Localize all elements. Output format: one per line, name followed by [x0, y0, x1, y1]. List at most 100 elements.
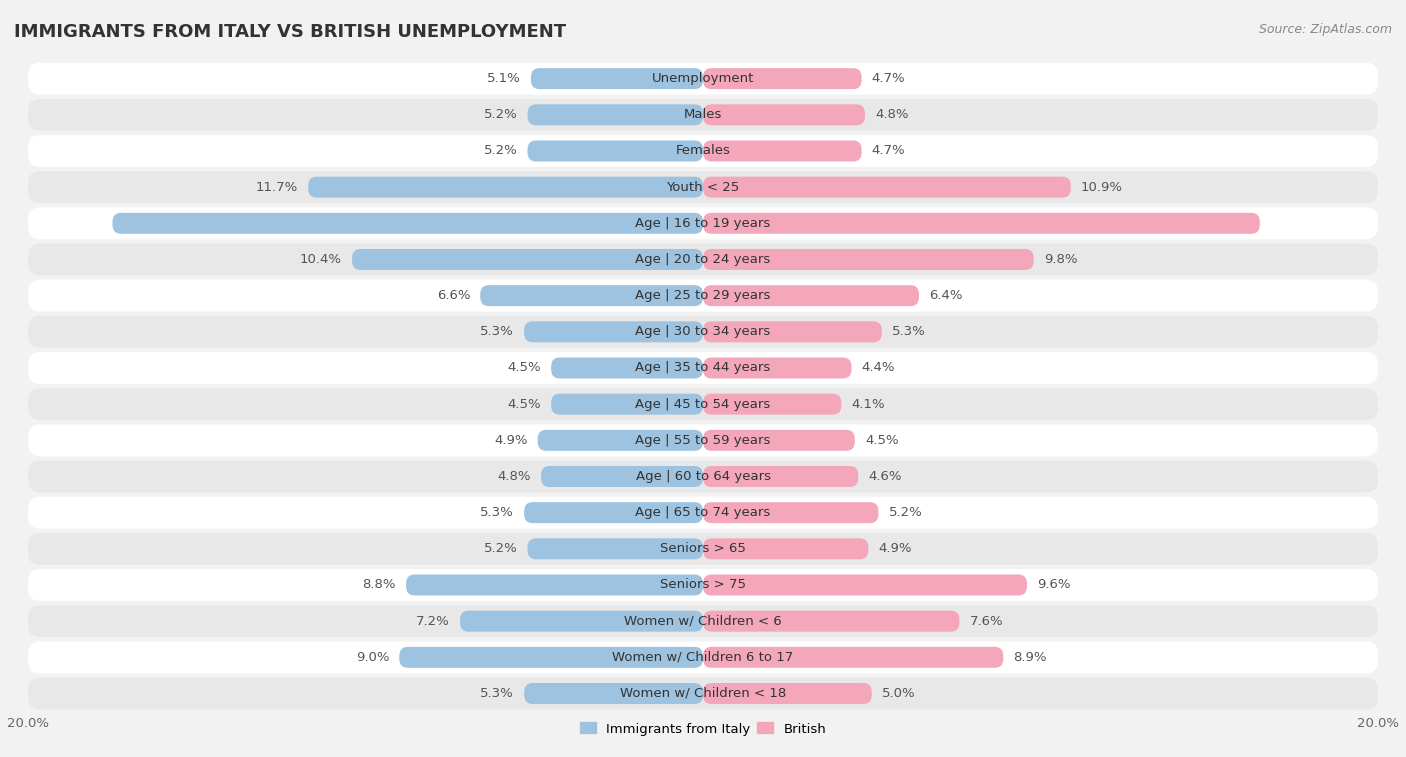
Text: 7.2%: 7.2% — [416, 615, 450, 628]
FancyBboxPatch shape — [28, 280, 1378, 312]
FancyBboxPatch shape — [703, 394, 841, 415]
FancyBboxPatch shape — [28, 425, 1378, 456]
FancyBboxPatch shape — [28, 641, 1378, 673]
Text: 5.3%: 5.3% — [481, 687, 515, 700]
FancyBboxPatch shape — [308, 176, 703, 198]
FancyBboxPatch shape — [460, 611, 703, 631]
FancyBboxPatch shape — [527, 141, 703, 161]
Text: 5.0%: 5.0% — [882, 687, 915, 700]
Text: 6.4%: 6.4% — [929, 289, 963, 302]
Text: Age | 55 to 59 years: Age | 55 to 59 years — [636, 434, 770, 447]
Text: 8.8%: 8.8% — [363, 578, 396, 591]
FancyBboxPatch shape — [551, 394, 703, 415]
Text: Age | 45 to 54 years: Age | 45 to 54 years — [636, 397, 770, 410]
Text: 9.6%: 9.6% — [1038, 578, 1070, 591]
Text: 5.3%: 5.3% — [481, 326, 515, 338]
FancyBboxPatch shape — [537, 430, 703, 451]
Text: Age | 25 to 29 years: Age | 25 to 29 years — [636, 289, 770, 302]
Text: 17.5%: 17.5% — [38, 217, 84, 230]
Text: Youth < 25: Youth < 25 — [666, 181, 740, 194]
Text: 8.9%: 8.9% — [1014, 651, 1047, 664]
Text: 10.4%: 10.4% — [299, 253, 342, 266]
FancyBboxPatch shape — [28, 388, 1378, 420]
Text: 4.7%: 4.7% — [872, 72, 905, 85]
Text: 5.3%: 5.3% — [481, 506, 515, 519]
Text: 9.0%: 9.0% — [356, 651, 389, 664]
FancyBboxPatch shape — [703, 141, 862, 161]
Text: 4.7%: 4.7% — [872, 145, 905, 157]
FancyBboxPatch shape — [28, 63, 1378, 95]
FancyBboxPatch shape — [703, 104, 865, 126]
Text: 4.5%: 4.5% — [508, 397, 541, 410]
FancyBboxPatch shape — [28, 244, 1378, 276]
Text: Age | 16 to 19 years: Age | 16 to 19 years — [636, 217, 770, 230]
Text: 4.1%: 4.1% — [852, 397, 886, 410]
Text: 5.2%: 5.2% — [889, 506, 922, 519]
FancyBboxPatch shape — [28, 533, 1378, 565]
FancyBboxPatch shape — [524, 502, 703, 523]
Text: Age | 20 to 24 years: Age | 20 to 24 years — [636, 253, 770, 266]
Text: Age | 65 to 74 years: Age | 65 to 74 years — [636, 506, 770, 519]
Text: 11.7%: 11.7% — [256, 181, 298, 194]
Text: 5.3%: 5.3% — [891, 326, 925, 338]
Text: Women w/ Children < 6: Women w/ Children < 6 — [624, 615, 782, 628]
Text: Age | 60 to 64 years: Age | 60 to 64 years — [636, 470, 770, 483]
Text: Source: ZipAtlas.com: Source: ZipAtlas.com — [1258, 23, 1392, 36]
FancyBboxPatch shape — [524, 321, 703, 342]
Text: Unemployment: Unemployment — [652, 72, 754, 85]
Text: 4.5%: 4.5% — [508, 362, 541, 375]
FancyBboxPatch shape — [703, 538, 869, 559]
Text: 4.8%: 4.8% — [498, 470, 531, 483]
FancyBboxPatch shape — [28, 316, 1378, 347]
Text: 5.1%: 5.1% — [486, 72, 520, 85]
FancyBboxPatch shape — [541, 466, 703, 487]
Text: Seniors > 65: Seniors > 65 — [659, 542, 747, 556]
FancyBboxPatch shape — [703, 285, 920, 306]
FancyBboxPatch shape — [703, 68, 862, 89]
Text: Women w/ Children < 18: Women w/ Children < 18 — [620, 687, 786, 700]
FancyBboxPatch shape — [28, 460, 1378, 492]
FancyBboxPatch shape — [481, 285, 703, 306]
FancyBboxPatch shape — [703, 683, 872, 704]
FancyBboxPatch shape — [551, 357, 703, 378]
Text: Males: Males — [683, 108, 723, 121]
FancyBboxPatch shape — [703, 430, 855, 451]
FancyBboxPatch shape — [703, 502, 879, 523]
Text: Seniors > 75: Seniors > 75 — [659, 578, 747, 591]
Legend: Immigrants from Italy, British: Immigrants from Italy, British — [575, 717, 831, 741]
FancyBboxPatch shape — [28, 606, 1378, 637]
Text: 5.2%: 5.2% — [484, 542, 517, 556]
FancyBboxPatch shape — [703, 249, 1033, 270]
Text: 16.5%: 16.5% — [1322, 217, 1368, 230]
FancyBboxPatch shape — [28, 678, 1378, 709]
Text: 4.5%: 4.5% — [865, 434, 898, 447]
FancyBboxPatch shape — [399, 646, 703, 668]
FancyBboxPatch shape — [703, 646, 1004, 668]
FancyBboxPatch shape — [28, 352, 1378, 384]
Text: Age | 35 to 44 years: Age | 35 to 44 years — [636, 362, 770, 375]
Text: 4.9%: 4.9% — [494, 434, 527, 447]
Text: 7.6%: 7.6% — [970, 615, 1004, 628]
Text: 4.4%: 4.4% — [862, 362, 896, 375]
FancyBboxPatch shape — [531, 68, 703, 89]
FancyBboxPatch shape — [112, 213, 703, 234]
FancyBboxPatch shape — [28, 171, 1378, 203]
Text: 6.6%: 6.6% — [437, 289, 470, 302]
FancyBboxPatch shape — [527, 104, 703, 126]
FancyBboxPatch shape — [703, 357, 852, 378]
FancyBboxPatch shape — [406, 575, 703, 596]
FancyBboxPatch shape — [28, 497, 1378, 528]
Text: 5.2%: 5.2% — [484, 145, 517, 157]
Text: 4.6%: 4.6% — [869, 470, 901, 483]
FancyBboxPatch shape — [28, 135, 1378, 167]
FancyBboxPatch shape — [28, 569, 1378, 601]
FancyBboxPatch shape — [703, 466, 858, 487]
FancyBboxPatch shape — [352, 249, 703, 270]
FancyBboxPatch shape — [703, 611, 959, 631]
Text: Women w/ Children 6 to 17: Women w/ Children 6 to 17 — [613, 651, 793, 664]
Text: 4.9%: 4.9% — [879, 542, 912, 556]
Text: 5.2%: 5.2% — [484, 108, 517, 121]
FancyBboxPatch shape — [527, 538, 703, 559]
FancyBboxPatch shape — [703, 575, 1026, 596]
FancyBboxPatch shape — [524, 683, 703, 704]
